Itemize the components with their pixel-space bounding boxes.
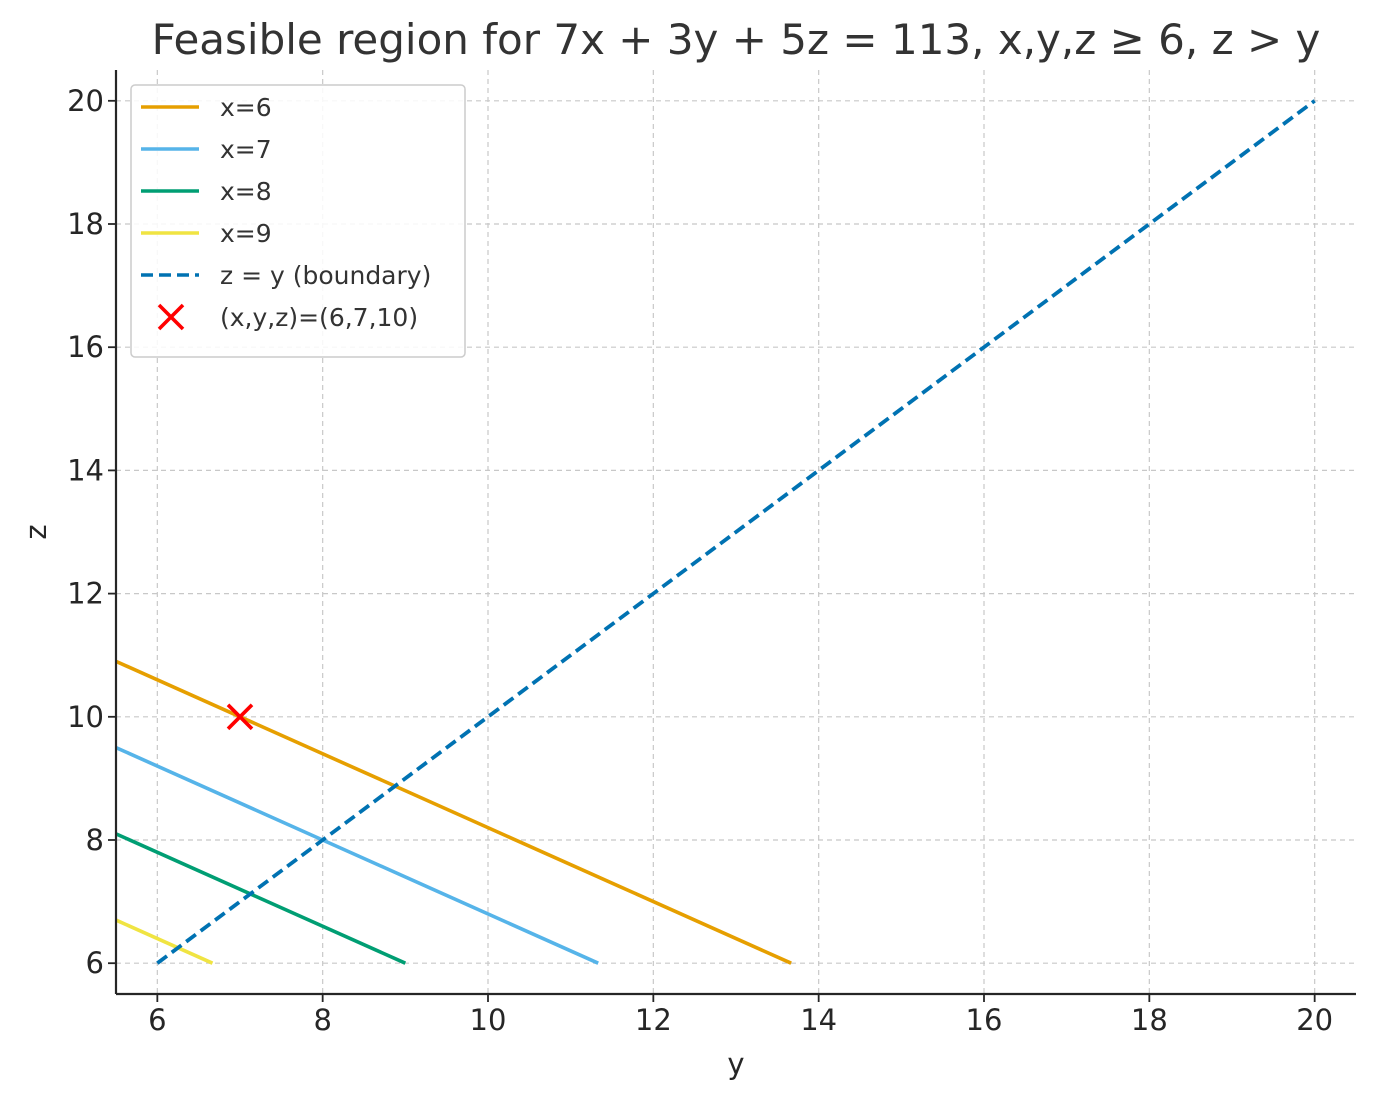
x-tick-label: 6 bbox=[148, 1003, 166, 1037]
y-axis-label: z bbox=[19, 524, 53, 539]
legend-label: x=7 bbox=[220, 135, 272, 164]
y-tick-label: 12 bbox=[67, 577, 104, 611]
series-line-3 bbox=[115, 832, 407, 965]
series-line-5 bbox=[156, 99, 1316, 965]
legend-label: x=6 bbox=[220, 93, 272, 122]
legend-label: (x,y,z)=(6,7,10) bbox=[220, 303, 418, 332]
plot-series bbox=[115, 99, 1316, 965]
chart-title: Feasible region for 7x + 3y + 5z = 113, … bbox=[152, 15, 1321, 64]
x-tick-label: 16 bbox=[966, 1003, 1003, 1037]
x-tick-label: 18 bbox=[1131, 1003, 1168, 1037]
legend-entry-6: (x,y,z)=(6,7,10) bbox=[157, 303, 418, 332]
y-tick-label: 6 bbox=[86, 946, 104, 980]
series-line-1 bbox=[115, 659, 792, 965]
axes bbox=[108, 70, 1356, 1002]
y-tick-label: 10 bbox=[67, 700, 104, 734]
y-tick-label: 18 bbox=[67, 207, 104, 241]
legend-label: z = y (boundary) bbox=[220, 261, 431, 290]
x-axis-label: y bbox=[727, 1047, 744, 1081]
x-tick-label: 8 bbox=[313, 1003, 331, 1037]
series-line-2 bbox=[115, 745, 599, 965]
legend-entry-2: x=7 bbox=[141, 135, 272, 164]
y-tick-label: 14 bbox=[67, 453, 104, 487]
x-tick-label: 14 bbox=[800, 1003, 837, 1037]
legend: x=6 x=7 x=8 x=9 z = y (boundary) (x,y,z)=(6,7… bbox=[130, 84, 466, 358]
legend-entry-5: z = y (boundary) bbox=[141, 261, 431, 290]
marker-point-1 bbox=[226, 703, 254, 731]
y-tick-label: 20 bbox=[67, 84, 104, 118]
x-tick-label: 20 bbox=[1296, 1003, 1333, 1037]
x-tick-label: 12 bbox=[635, 1003, 672, 1037]
x-tick-label: 10 bbox=[470, 1003, 507, 1037]
legend-entry-1: x=6 bbox=[141, 93, 272, 122]
legend-entry-3: x=8 bbox=[141, 177, 272, 206]
series-line-4 bbox=[115, 918, 214, 965]
legend-entry-4: x=9 bbox=[141, 219, 272, 248]
plot-markers bbox=[226, 703, 254, 731]
legend-label: x=9 bbox=[220, 219, 272, 248]
legend-box bbox=[130, 84, 466, 358]
legend-label: x=8 bbox=[220, 177, 272, 206]
tick-labels: 6 8 10 12 14 16 18 20 6 8 10 12 14 16 18 20 bbox=[67, 84, 1333, 1037]
y-tick-label: 16 bbox=[67, 330, 104, 364]
y-tick-label: 8 bbox=[86, 823, 104, 857]
